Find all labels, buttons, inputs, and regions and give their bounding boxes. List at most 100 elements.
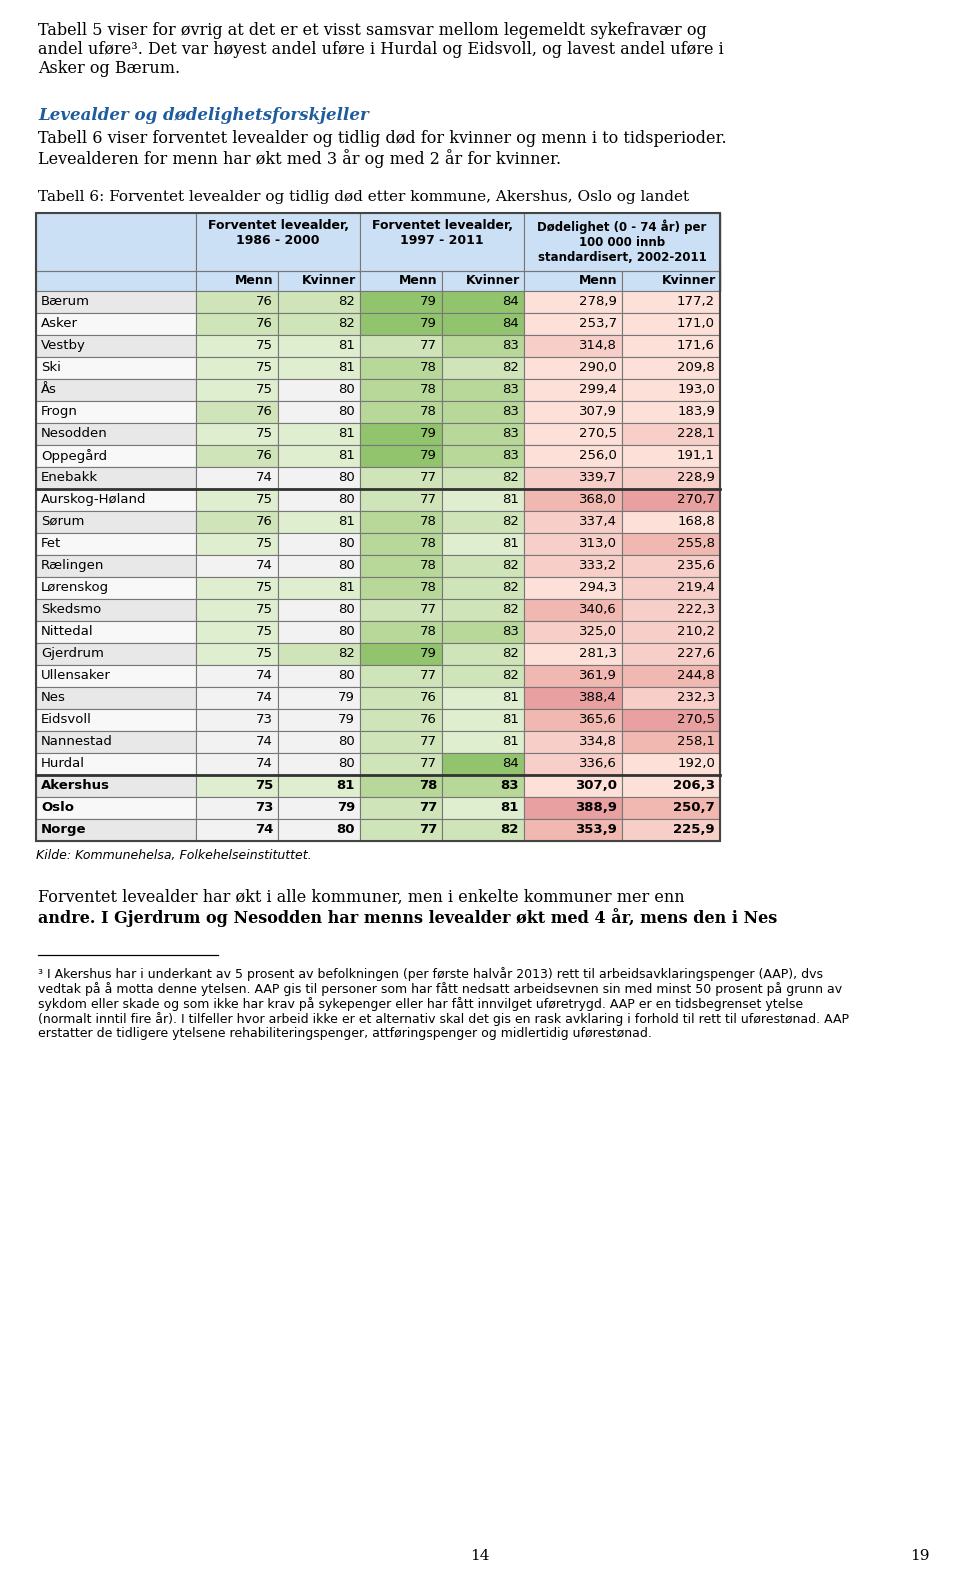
Bar <box>360 577 442 599</box>
Bar <box>622 533 720 555</box>
Bar <box>622 796 720 818</box>
Text: 19: 19 <box>910 1549 930 1563</box>
Text: 83: 83 <box>502 449 519 462</box>
Bar <box>360 665 442 687</box>
Text: 75: 75 <box>256 361 273 374</box>
Bar <box>196 687 278 709</box>
Bar <box>622 511 720 533</box>
Bar <box>278 709 360 731</box>
Bar <box>278 775 360 796</box>
Text: 171,0: 171,0 <box>677 317 715 330</box>
Text: 78: 78 <box>420 625 437 638</box>
Text: 76: 76 <box>256 515 273 528</box>
Bar <box>360 511 442 533</box>
Text: 75: 75 <box>256 625 273 638</box>
Text: 83: 83 <box>502 405 519 418</box>
Bar <box>278 687 360 709</box>
Text: 388,4: 388,4 <box>579 691 617 704</box>
Text: Kvinner: Kvinner <box>301 273 356 287</box>
Bar <box>196 775 278 796</box>
Bar <box>360 818 442 840</box>
Text: 77: 77 <box>419 801 437 814</box>
Bar <box>622 687 720 709</box>
Text: 81: 81 <box>338 361 355 374</box>
Text: 78: 78 <box>420 581 437 594</box>
Text: Nittedal: Nittedal <box>41 625 94 638</box>
Bar <box>278 665 360 687</box>
Text: Lørenskog: Lørenskog <box>41 581 109 594</box>
Text: 222,3: 222,3 <box>677 603 715 616</box>
Bar <box>36 214 196 291</box>
Bar <box>524 775 622 796</box>
Text: Kilde: Kommunehelsa, Folkehelseinstituttet.: Kilde: Kommunehelsa, Folkehelseinstitutt… <box>36 848 312 862</box>
Text: 82: 82 <box>502 361 519 374</box>
Bar <box>278 467 360 489</box>
Bar <box>36 511 196 533</box>
Text: 73: 73 <box>254 801 273 814</box>
Bar <box>196 621 278 643</box>
Text: Ås: Ås <box>41 383 57 396</box>
Text: Sørum: Sørum <box>41 515 84 528</box>
Text: Frogn: Frogn <box>41 405 78 418</box>
Text: 74: 74 <box>256 757 273 770</box>
Text: 83: 83 <box>502 339 519 352</box>
Bar <box>622 313 720 335</box>
Text: 74: 74 <box>256 559 273 572</box>
Text: 191,1: 191,1 <box>677 449 715 462</box>
Text: 81: 81 <box>502 493 519 506</box>
Bar <box>524 467 622 489</box>
Bar <box>360 599 442 621</box>
Bar <box>360 445 442 467</box>
Bar <box>524 577 622 599</box>
Text: 80: 80 <box>338 757 355 770</box>
Text: 258,1: 258,1 <box>677 735 715 748</box>
Text: 77: 77 <box>420 603 437 616</box>
Text: 81: 81 <box>338 339 355 352</box>
Text: 228,9: 228,9 <box>677 471 715 484</box>
Bar <box>622 401 720 423</box>
Bar <box>36 621 196 643</box>
Bar <box>196 709 278 731</box>
Bar <box>524 291 622 313</box>
Text: 84: 84 <box>502 295 519 308</box>
Bar <box>622 291 720 313</box>
Text: 81: 81 <box>338 449 355 462</box>
Bar <box>278 291 360 313</box>
Bar <box>360 401 442 423</box>
Text: 81: 81 <box>502 735 519 748</box>
Bar <box>36 796 196 818</box>
Text: vedtak på å motta denne ytelsen. AAP gis til personer som har fått nedsatt arbei: vedtak på å motta denne ytelsen. AAP gis… <box>38 982 842 996</box>
Bar <box>36 214 720 840</box>
Text: 80: 80 <box>338 493 355 506</box>
Bar <box>278 753 360 775</box>
Text: 80: 80 <box>338 383 355 396</box>
Text: 270,7: 270,7 <box>677 493 715 506</box>
Text: Aurskog-Høland: Aurskog-Høland <box>41 493 147 506</box>
Text: 79: 79 <box>337 801 355 814</box>
Bar <box>524 423 622 445</box>
Bar <box>524 313 622 335</box>
Text: Ullensaker: Ullensaker <box>41 669 110 682</box>
Text: 75: 75 <box>256 537 273 550</box>
Text: Menn: Menn <box>399 273 438 287</box>
Text: 334,8: 334,8 <box>579 735 617 748</box>
Text: 77: 77 <box>420 757 437 770</box>
Text: 256,0: 256,0 <box>579 449 617 462</box>
Bar <box>622 445 720 467</box>
Text: andre. I Gjerdrum og Nesodden har menns levealder økt med 4 år, mens den i Nes: andre. I Gjerdrum og Nesodden har menns … <box>38 908 778 927</box>
Text: 80: 80 <box>338 405 355 418</box>
Bar <box>196 796 278 818</box>
Text: 84: 84 <box>502 757 519 770</box>
Text: 77: 77 <box>420 493 437 506</box>
Text: Levealder og dødelighetsforskjeller: Levealder og dødelighetsforskjeller <box>38 107 369 124</box>
Bar <box>360 379 442 401</box>
Text: 244,8: 244,8 <box>677 669 715 682</box>
Text: 75: 75 <box>256 493 273 506</box>
Text: 79: 79 <box>420 317 437 330</box>
Bar <box>278 357 360 379</box>
Text: 192,0: 192,0 <box>677 757 715 770</box>
Bar <box>442 489 524 511</box>
Text: 80: 80 <box>338 735 355 748</box>
Bar <box>442 775 524 796</box>
Bar <box>360 775 442 796</box>
